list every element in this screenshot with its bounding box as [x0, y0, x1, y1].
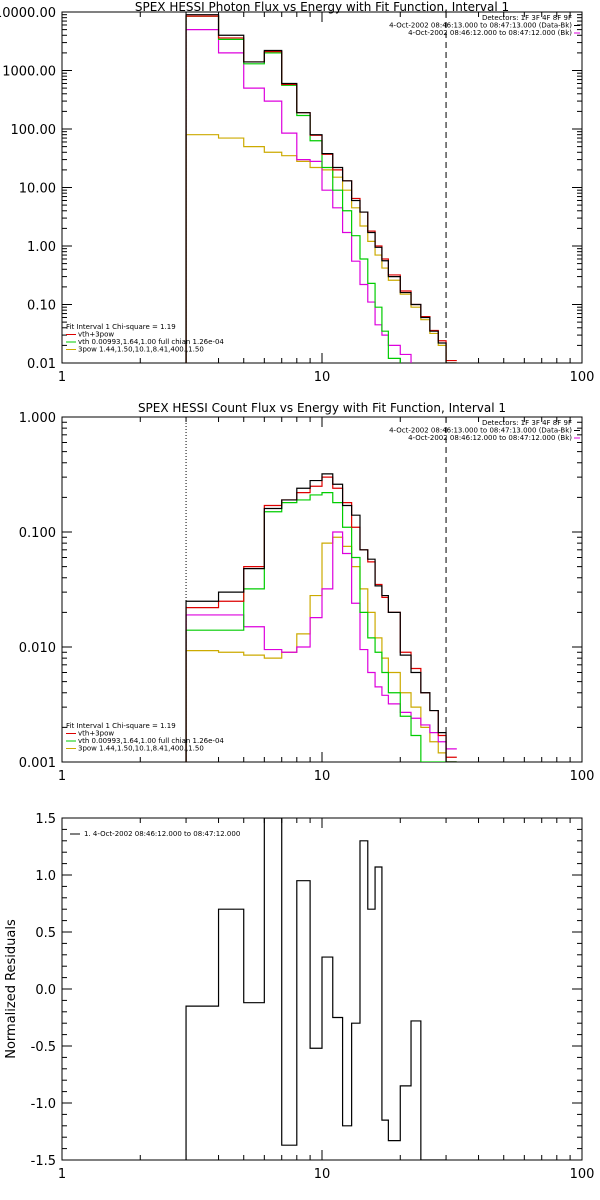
header-text: 4-Oct-2002 08:46:13.000 to 08:47:13.000 …: [389, 22, 572, 30]
legend-entry: 3pow 1.44,1.50,10.1,8.41,400.,1.50: [78, 745, 204, 753]
header-text: Detectors: 1F 3F 4F 8F 9F: [482, 14, 572, 22]
y-tick-label: -0.5: [31, 1040, 56, 1055]
x-tick-label: 1: [58, 769, 66, 784]
legend-entry: vth+3pow: [78, 331, 114, 339]
y-tick-label: 1000.00: [2, 65, 56, 80]
series-residuals: [185, 818, 447, 1160]
y-tick-label: -1.5: [31, 1154, 56, 1169]
legend-entry: vth 0.00993,1.64,1.00 full chian 1.26e-0…: [78, 338, 224, 346]
legend-entry: Fit Interval 1 Chi-square = 1.19: [66, 722, 176, 730]
chart-title: SPEX HESSI Photon Flux vs Energy with Fi…: [135, 0, 509, 14]
x-tick-label: 10: [314, 370, 331, 385]
series-3pow: [185, 29, 412, 363]
header-text: 4-Oct-2002 08:46:12.000 to 08:47:12.000 …: [408, 29, 572, 37]
y-tick-label: 0.10: [27, 299, 56, 314]
x-tick-label: 100: [570, 370, 595, 385]
x-tick-label: 100: [570, 769, 595, 784]
plot-area: [185, 818, 447, 1160]
series-vth+3pow: [185, 476, 457, 762]
y-tick-label: 100.00: [11, 123, 57, 138]
chart-title: SPEX HESSI Count Flux vs Energy with Fit…: [138, 401, 506, 415]
y-tick-label: 10000.00: [0, 6, 56, 21]
chart-1: SPEX HESSI Photon Flux vs Energy with Fi…: [0, 0, 594, 385]
header-text: 4-Oct-2002 08:46:13.000 to 08:47:13.000 …: [389, 427, 572, 435]
chart-2: SPEX HESSI Count Flux vs Energy with Fit…: [19, 401, 595, 784]
y-tick-label: 10.00: [19, 182, 56, 197]
legend-entry: 1. 4-Oct-2002 08:46:12.000 to 08:47:12.0…: [84, 830, 240, 838]
y-tick-label: 1.5: [35, 812, 56, 827]
chart-3: 1 10 100 -1.5 -1.0 -0.5 0.0 0.5 1.0 1.5 Normalized…: [4, 812, 595, 1182]
y-tick-label: -1.0: [31, 1097, 56, 1112]
series-3pow: [185, 531, 457, 762]
x-tick-label: 1: [58, 1167, 66, 1182]
x-tick-label: 10: [314, 1167, 331, 1182]
legend-entry: 3pow 1.44,1.50,10.1,8.41,400.,1.50: [78, 346, 204, 354]
x-tick-label: 1: [58, 370, 66, 385]
y-tick-label: 0.5: [35, 926, 56, 941]
series-data: [185, 473, 457, 762]
y-tick-label: 1.00: [27, 240, 56, 255]
y-tick-label: 1.0: [35, 869, 56, 884]
header-text: 4-Oct-2002 08:46:12.000 to 08:47:12.000 …: [408, 434, 572, 442]
x-tick-label: 100: [570, 1167, 595, 1182]
series-vth: [185, 492, 457, 762]
plot-area: [185, 14, 457, 363]
legend-entry: vth 0.00993,1.64,1.00 full chian 1.26e-0…: [78, 737, 224, 745]
y-axis-label: Normalized Residuals: [4, 919, 19, 1059]
y-tick-label: 0.010: [19, 641, 56, 656]
plot-area: [185, 473, 457, 762]
y-tick-label: 0.001: [19, 756, 56, 771]
legend-entry: Fit Interval 1 Chi-square = 1.19: [66, 323, 176, 331]
y-tick-label: 1.000: [19, 411, 56, 426]
header-text: Detectors: 1F 3F 4F 8F 9F: [482, 419, 572, 427]
series-data: [185, 14, 457, 363]
y-tick-label: 0.100: [19, 526, 56, 541]
x-tick-label: 10: [314, 769, 331, 784]
series-vth: [185, 15, 401, 363]
y-tick-label: 0.0: [35, 983, 56, 998]
y-tick-label: 0.01: [27, 357, 56, 372]
series-3pow_alt: [185, 536, 457, 762]
legend-entry: vth+3pow: [78, 730, 114, 738]
